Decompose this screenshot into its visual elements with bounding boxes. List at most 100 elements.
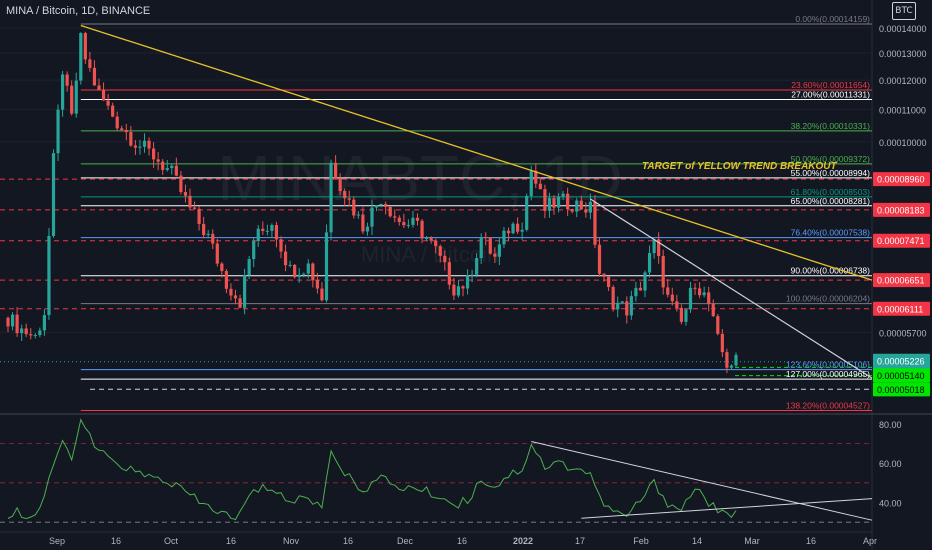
candle-body	[352, 199, 356, 216]
candle-body	[256, 228, 260, 242]
candle-body	[51, 153, 56, 236]
price-axis-label-text: 0.00005018	[877, 385, 925, 395]
candle-body	[302, 273, 306, 275]
price-tick-label: 0.00012000	[879, 76, 927, 86]
candle-body	[283, 251, 288, 266]
candle-body	[729, 365, 734, 368]
candle-body	[593, 201, 597, 245]
candle-body	[638, 287, 643, 291]
candle-body	[643, 272, 647, 291]
candle-body	[215, 243, 219, 264]
candle-body	[570, 209, 574, 212]
candle-body	[506, 230, 511, 234]
candle-body	[406, 224, 410, 226]
candle-body	[479, 237, 483, 259]
candle-body	[588, 201, 592, 213]
candle-body	[138, 146, 142, 148]
candle-body	[447, 262, 451, 285]
fib-level-label: 138.20%(0.00004527)	[786, 400, 870, 410]
candle-body	[393, 216, 397, 218]
candle-body	[247, 259, 251, 276]
candle-body	[493, 253, 497, 257]
fib-level-label: 123.60%(0.00005106)	[786, 360, 870, 370]
candle-body	[534, 170, 538, 184]
candle-body	[238, 298, 242, 308]
candle-body	[288, 264, 292, 266]
candle-body	[183, 192, 188, 196]
candle-body	[384, 203, 388, 207]
price-axis-label-text: 0.00008960	[877, 175, 925, 185]
candle-body	[566, 193, 570, 210]
price-tick-label: 0.00005700	[879, 328, 927, 338]
candle-body	[652, 239, 656, 254]
candle-body	[343, 191, 347, 199]
candle-body	[538, 183, 542, 190]
candle-body	[465, 275, 470, 289]
price-axis-label-text: 0.00005140	[877, 371, 925, 381]
candle-body	[233, 295, 238, 299]
candle-body	[693, 287, 697, 289]
candle-body	[420, 220, 424, 239]
candle-body	[101, 90, 106, 101]
candle-body	[324, 232, 329, 301]
candle-body	[543, 189, 547, 211]
candle-body	[261, 228, 265, 232]
candle-body	[6, 317, 10, 327]
candle-body	[497, 244, 501, 257]
candle-body	[61, 74, 65, 110]
price-tick-label: 0.00011000	[879, 106, 926, 116]
candle-body	[502, 230, 506, 245]
candle-body	[142, 140, 147, 147]
fib-level-label: 27.00%(0.00011331)	[791, 90, 870, 100]
candle-body	[547, 198, 552, 211]
candle-body	[188, 195, 192, 208]
time-tick-label: Nov	[283, 536, 300, 546]
candle-body	[720, 333, 724, 353]
candle-body	[684, 309, 688, 322]
candle-body	[265, 230, 269, 232]
price-tick-label: 0.00014000	[879, 24, 927, 34]
candle-body	[197, 208, 201, 224]
candle-body	[520, 229, 524, 232]
candle-body	[525, 195, 529, 230]
candle-body	[411, 217, 415, 225]
candle-body	[484, 237, 488, 239]
candle-body	[438, 246, 442, 256]
price-axis-label	[873, 273, 930, 288]
candles	[6, 31, 738, 374]
time-tick-label: 16	[806, 536, 816, 546]
fib-level-label: 23.60%(0.00011654)	[791, 80, 870, 90]
currency-badge[interactable]: BTC	[892, 2, 916, 20]
time-tick-label: Feb	[633, 536, 649, 546]
time-tick-label: Mar	[744, 536, 760, 546]
rsi-tick-label: 60.00	[879, 459, 902, 469]
candle-body	[24, 328, 28, 335]
candle-body	[347, 198, 351, 200]
candle-body	[361, 214, 365, 232]
watermark-name: MINA / Bitcoin	[361, 242, 499, 267]
candle-body	[179, 175, 183, 193]
candle-body	[20, 328, 24, 334]
time-tick-label: Oct	[164, 536, 179, 546]
rsi-down-trendline	[531, 441, 873, 521]
price-axis-label-text: 0.00007471	[877, 236, 925, 246]
candle-body	[33, 335, 37, 337]
candle-body	[202, 223, 206, 235]
candle-body	[602, 273, 606, 277]
fib-level-label: 55.00%(0.00008994)	[791, 168, 871, 178]
candle-body	[79, 33, 83, 81]
candle-body	[370, 207, 374, 227]
price-axis-label-text: 0.00008183	[877, 205, 925, 215]
fibonacci-retracement: 0.00%(0.00014159) 23.60%(0.00011654)27.00…	[80, 14, 872, 411]
candle-body	[174, 165, 178, 176]
price-axis[interactable]: 0.00014000 0.00013000 0.00012000 0.00011000…	[879, 24, 927, 509]
candle-body	[88, 59, 92, 68]
time-axis[interactable]: Sep 16 Oct 16 Nov 16 Dec 16 2022 17 Feb 14 Mar 16 Apr	[49, 536, 877, 546]
candle-body	[679, 308, 683, 322]
candle-body	[657, 239, 661, 256]
candle-body	[634, 287, 638, 297]
candle-body	[470, 274, 474, 276]
candle-body	[97, 85, 101, 91]
price-axis-label-text: 0.00006111	[877, 304, 923, 314]
